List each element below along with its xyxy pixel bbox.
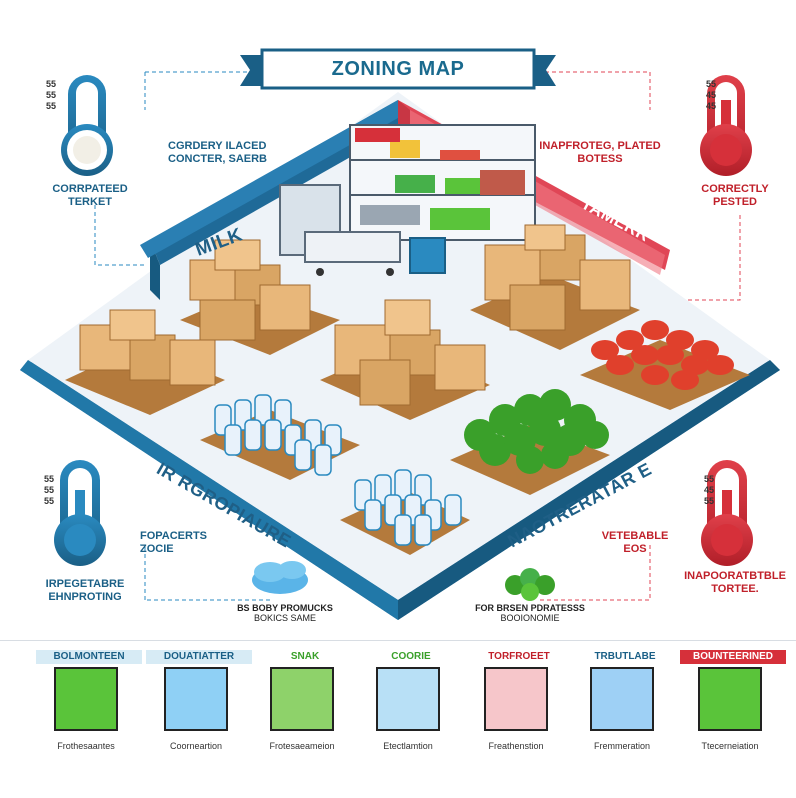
callout-mid-right: INAPOORATBTBLE TORTEE. <box>684 570 786 595</box>
legend-item-description: Frothesaantes <box>57 741 115 751</box>
legend-swatch <box>698 667 762 731</box>
legend-item-description: Fremmeration <box>593 741 650 751</box>
vegetables-pallet <box>450 389 610 495</box>
legend-item-heading: TRBUTLABE <box>572 650 678 664</box>
callout-bottom-left: BS BOBY PROMUCKS BOKICS SAME <box>237 603 333 623</box>
callout-top-center-left: CGRDERY ILACED CONCTER, SAERB <box>168 140 268 165</box>
legend-swatch <box>270 667 334 731</box>
page-title: ZONING MAP <box>331 58 465 80</box>
pallet-boxes-left <box>65 309 225 415</box>
legend-item-heading: BOUNTEERINED <box>680 650 786 664</box>
callout-bottom-right: FOR BRSEN PDRATESSS BOOIONOMIE <box>475 603 585 623</box>
connector-lines <box>94 71 270 601</box>
thermo-scale: 55 45 55 <box>704 474 715 506</box>
legend-item-description: Ttecerneiation <box>701 741 759 751</box>
thermo-scale: 55 45 45 <box>706 79 717 111</box>
legend-item-heading: COORIE <box>358 650 464 664</box>
legend-item-heading: TORFROEET <box>466 650 572 664</box>
legend-swatch <box>54 667 118 731</box>
legend-swatch <box>590 667 654 731</box>
callout-mid-center-right: VETEBABLE EOS <box>601 530 669 555</box>
bottles-pallet-center <box>340 469 470 555</box>
thermo-scale: 55 55 55 <box>46 79 57 111</box>
cart <box>279 184 446 276</box>
shelving-unit <box>349 124 536 241</box>
legend-swatch <box>376 667 440 731</box>
bottles-pallet-left <box>200 394 360 480</box>
legend-swatch <box>164 667 228 731</box>
callout-mid-center-left: FOPACERTS ZOCIE <box>140 530 208 555</box>
legend-swatch <box>484 667 548 731</box>
legend-divider <box>0 640 796 641</box>
callout-mid-left: IRPEGETABRE EHNPROTING <box>45 578 125 603</box>
callout-top-right: CORRECTLY PESTED <box>701 183 769 208</box>
thermometer-icon <box>54 460 106 566</box>
thermometer-icon <box>61 75 113 176</box>
tomatoes-pallet <box>580 320 750 410</box>
pallet-boxes-right <box>470 224 640 350</box>
legend-item-heading: SNAK <box>252 650 358 664</box>
legend-item-description: Frotesaeameion <box>269 741 335 751</box>
thermo-scale: 55 55 55 <box>44 474 55 506</box>
connector-lines-red <box>540 71 741 601</box>
title-banner <box>240 48 556 90</box>
callout-top-left: CORRPATEED TERKET <box>52 183 128 208</box>
snow-icon <box>252 561 308 594</box>
pallet-boxes-center <box>320 299 490 420</box>
callout-top-center-right: INAPFROTEG, PLATED BOTESS <box>539 140 661 165</box>
thermometer-icon <box>701 460 753 566</box>
pallet-boxes-milk <box>180 239 340 355</box>
legend-item-description: Freathenstion <box>488 741 544 751</box>
legend-item-heading: BOLMONTEEN <box>36 650 142 664</box>
legend-item-description: Etectlamtion <box>383 741 433 751</box>
legend-item-heading: DOUATIATTER <box>146 650 252 664</box>
legend-item-description: Coorneartion <box>169 741 223 751</box>
green-vegetable-icon <box>505 568 555 601</box>
thermometer-icon <box>700 75 752 176</box>
